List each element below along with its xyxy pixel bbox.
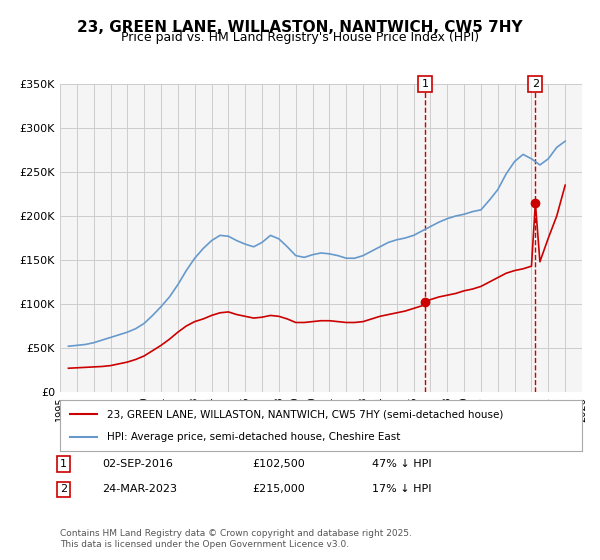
Text: 23, GREEN LANE, WILLASTON, NANTWICH, CW5 7HY: 23, GREEN LANE, WILLASTON, NANTWICH, CW5…: [77, 20, 523, 35]
Text: 1: 1: [60, 459, 67, 469]
Text: 47% ↓ HPI: 47% ↓ HPI: [372, 459, 431, 469]
Text: 02-SEP-2016: 02-SEP-2016: [102, 459, 173, 469]
Text: 1: 1: [421, 79, 428, 89]
Text: £215,000: £215,000: [252, 484, 305, 494]
Text: 2: 2: [60, 484, 67, 494]
Text: Price paid vs. HM Land Registry's House Price Index (HPI): Price paid vs. HM Land Registry's House …: [121, 31, 479, 44]
Text: £102,500: £102,500: [252, 459, 305, 469]
Text: Contains HM Land Registry data © Crown copyright and database right 2025.
This d: Contains HM Land Registry data © Crown c…: [60, 529, 412, 549]
Text: 24-MAR-2023: 24-MAR-2023: [102, 484, 177, 494]
Text: 2: 2: [532, 79, 539, 89]
Text: 17% ↓ HPI: 17% ↓ HPI: [372, 484, 431, 494]
Text: 23, GREEN LANE, WILLASTON, NANTWICH, CW5 7HY (semi-detached house): 23, GREEN LANE, WILLASTON, NANTWICH, CW5…: [107, 409, 503, 419]
Text: HPI: Average price, semi-detached house, Cheshire East: HPI: Average price, semi-detached house,…: [107, 432, 400, 442]
